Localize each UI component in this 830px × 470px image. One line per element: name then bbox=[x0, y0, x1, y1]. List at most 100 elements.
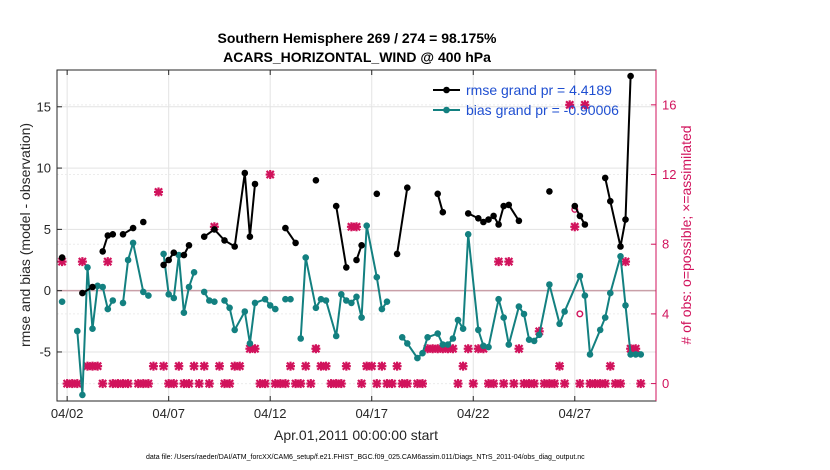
obs-assimilated-point bbox=[560, 379, 570, 389]
bias-point bbox=[358, 314, 365, 321]
obs-assimilated-point bbox=[494, 257, 504, 267]
rmse-point bbox=[358, 242, 365, 249]
bias-line-segment bbox=[401, 234, 641, 360]
rmse-point bbox=[607, 197, 614, 205]
bias-point bbox=[175, 251, 183, 259]
obs-assimilated-point bbox=[453, 379, 463, 389]
chart-title-line1: Southern Hemisphere 269 / 274 = 98.175% bbox=[218, 30, 498, 46]
rmse-point bbox=[571, 202, 579, 210]
obs-assimilated-point bbox=[357, 379, 367, 389]
bias-point bbox=[627, 351, 634, 358]
chart-title-line2: ACARS_HORIZONTAL_WIND @ 400 hPa bbox=[223, 49, 491, 65]
obs-assimilated-point bbox=[159, 361, 169, 371]
rmse-point bbox=[601, 174, 609, 182]
rmse-point bbox=[79, 289, 86, 297]
bias-point bbox=[160, 250, 167, 258]
bias-line-segment bbox=[299, 225, 388, 339]
rmse-point bbox=[104, 232, 112, 239]
y2-tick-label: 16 bbox=[662, 97, 676, 112]
obs-assimilated-point bbox=[204, 379, 214, 389]
rmse-point bbox=[109, 231, 117, 238]
x-tick-label: 04/02 bbox=[51, 406, 84, 421]
bias-point bbox=[373, 273, 381, 281]
bias-point bbox=[246, 340, 254, 347]
bias-point bbox=[515, 303, 523, 310]
bias-point bbox=[500, 314, 508, 321]
rmse-point bbox=[505, 201, 513, 209]
rmse-point bbox=[485, 216, 492, 223]
rmse-point bbox=[439, 208, 447, 216]
obs-assimilated-point bbox=[580, 100, 590, 110]
obs-assimilated-point bbox=[72, 379, 82, 389]
bias-point bbox=[576, 272, 584, 280]
rmse-point bbox=[89, 283, 96, 291]
rmse-point bbox=[464, 210, 472, 217]
bias-point bbox=[454, 316, 462, 324]
bias-point bbox=[561, 308, 568, 315]
bias-point bbox=[74, 327, 81, 335]
obs-assimilated-point bbox=[98, 379, 108, 389]
obs-assimilated-point bbox=[605, 361, 615, 371]
bias-point bbox=[165, 291, 172, 298]
y2-tick-label: 8 bbox=[662, 237, 669, 252]
obs-assimilated-point bbox=[372, 379, 382, 389]
y-tick-label: 5 bbox=[44, 222, 51, 237]
obs-assimilated-point bbox=[93, 361, 103, 371]
rmse-point bbox=[332, 202, 340, 210]
obs-assimilated-point bbox=[468, 379, 478, 389]
x-tick-label: 04/27 bbox=[559, 406, 592, 421]
rmse-point bbox=[180, 251, 188, 259]
bias-point bbox=[404, 340, 411, 347]
bias-point bbox=[261, 295, 269, 303]
bias-point bbox=[343, 297, 350, 304]
rmse-point bbox=[165, 256, 172, 264]
obs-assimilated-point bbox=[194, 379, 204, 389]
rmse-point bbox=[627, 72, 634, 80]
bias-point bbox=[170, 294, 178, 302]
obs-assimilated-point bbox=[489, 379, 499, 389]
obs-assimilated-point bbox=[154, 187, 164, 197]
obs-assimilated-point bbox=[336, 379, 346, 389]
bias-series bbox=[58, 222, 645, 399]
obs-assimilated-point bbox=[169, 379, 179, 389]
bias-point bbox=[353, 293, 360, 301]
bias-point bbox=[414, 354, 421, 362]
rmse-point bbox=[312, 177, 320, 184]
bias-point bbox=[211, 298, 218, 306]
rmse-point bbox=[200, 233, 208, 240]
bias-point bbox=[84, 264, 91, 271]
bias-point bbox=[464, 231, 472, 238]
bias-point bbox=[505, 341, 513, 348]
x-tick-label: 04/22 bbox=[457, 406, 490, 421]
bias-point bbox=[190, 269, 198, 276]
rmse-line-segment bbox=[335, 205, 348, 268]
obs-assimilated-point bbox=[235, 361, 245, 371]
obs-assimilated-point bbox=[529, 379, 539, 389]
rmse-point bbox=[500, 202, 508, 210]
bias-point bbox=[617, 252, 624, 260]
bias-point bbox=[398, 334, 406, 341]
rmse-point bbox=[119, 231, 127, 238]
obs-assimilated-point bbox=[301, 361, 311, 371]
bias-point bbox=[58, 298, 66, 306]
y-tick-label: -5 bbox=[39, 344, 51, 359]
bias-point bbox=[282, 295, 289, 303]
obs-assimilated-point bbox=[387, 379, 397, 389]
rmse-point bbox=[282, 224, 289, 232]
rmse-series bbox=[58, 72, 634, 297]
rmse-point bbox=[393, 250, 401, 258]
obs-assimilated-point bbox=[103, 257, 113, 267]
obs-assimilated-point bbox=[621, 257, 631, 267]
obs-assimilated-point bbox=[174, 361, 184, 371]
plot-frame bbox=[56, 69, 657, 402]
bias-point bbox=[525, 336, 533, 344]
bias-point bbox=[475, 326, 482, 334]
y2-axis-ticks: 0 4 8 12 16 bbox=[651, 70, 676, 401]
obs-assimilated-point bbox=[636, 379, 646, 389]
bias-point bbox=[530, 337, 538, 345]
rmse-point bbox=[546, 188, 553, 195]
bias-point bbox=[332, 332, 340, 340]
obs-assimilated-point bbox=[321, 361, 331, 371]
bias-point bbox=[348, 299, 355, 307]
bias-point bbox=[312, 304, 320, 312]
